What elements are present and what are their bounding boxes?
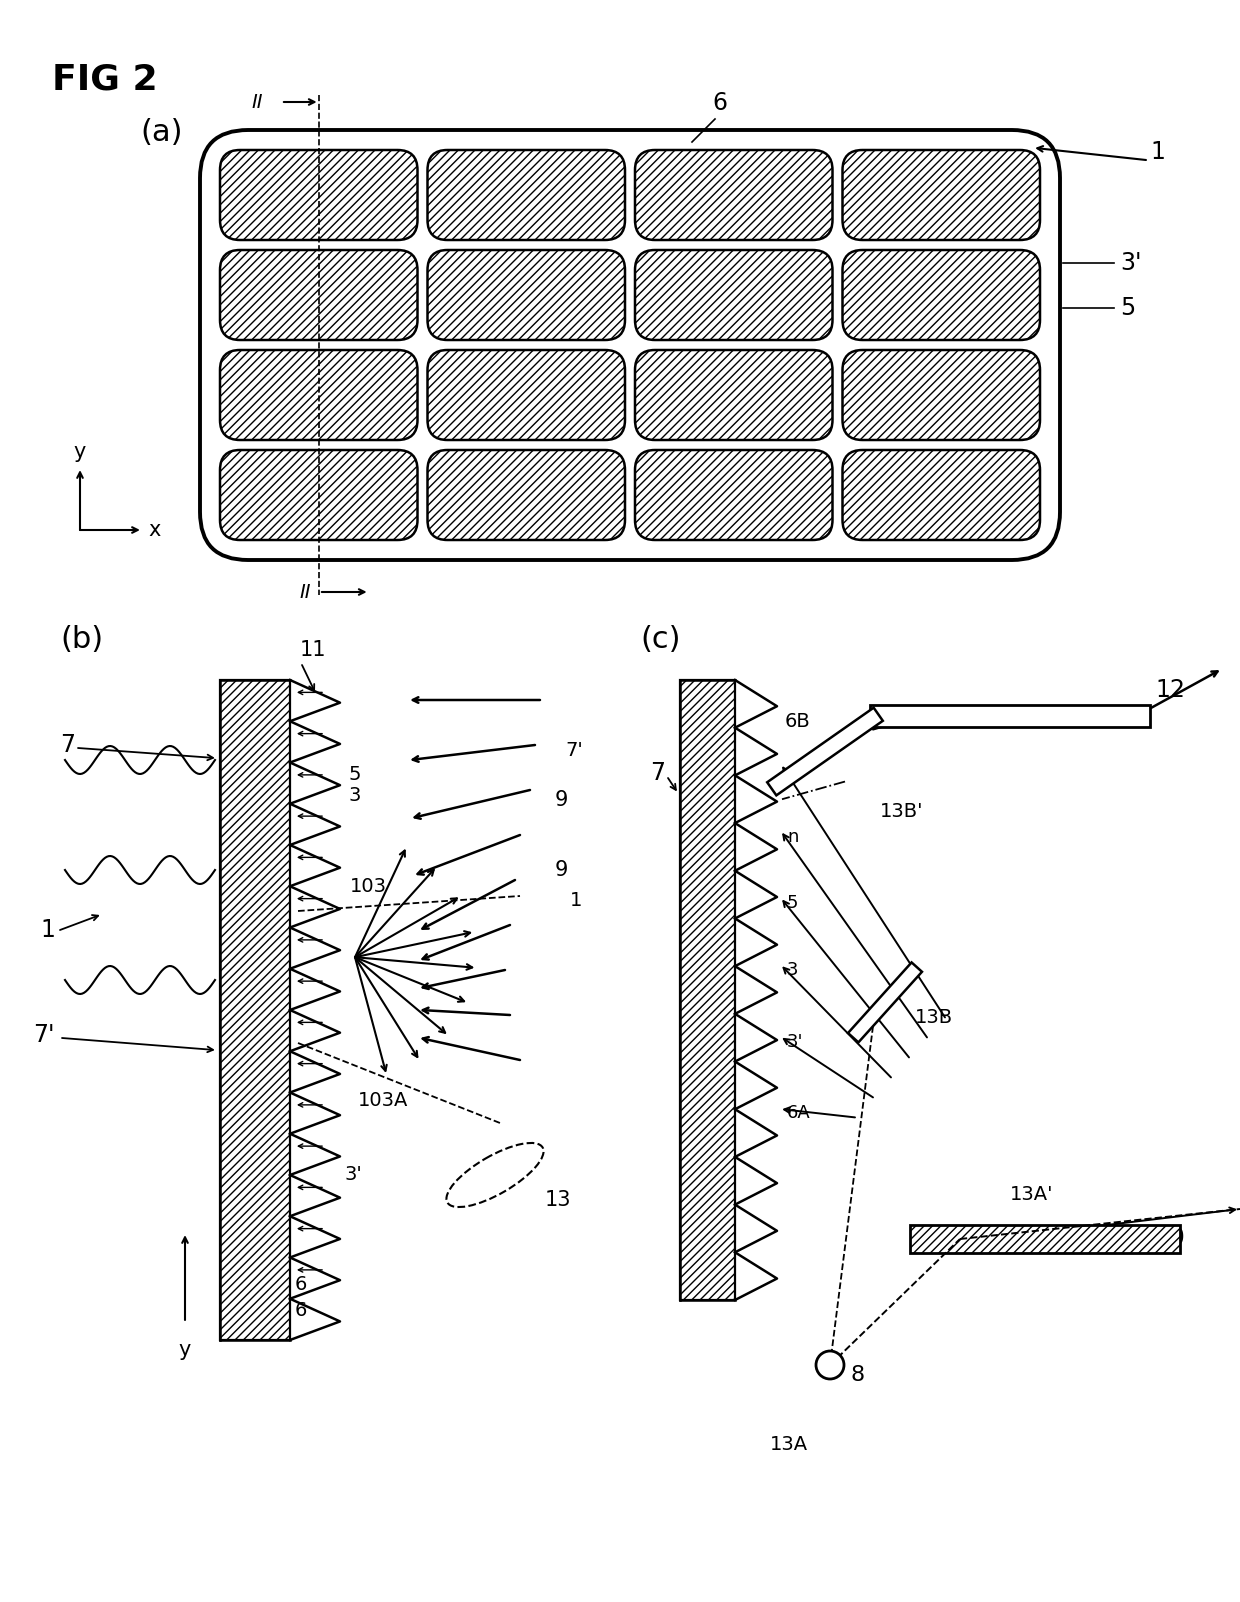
Text: 9: 9 bbox=[556, 860, 568, 879]
Text: 9: 9 bbox=[556, 790, 568, 811]
Polygon shape bbox=[219, 679, 290, 1339]
FancyBboxPatch shape bbox=[842, 450, 1040, 540]
FancyBboxPatch shape bbox=[842, 250, 1040, 340]
Bar bbox=[910, 1226, 1180, 1253]
Polygon shape bbox=[768, 708, 883, 795]
Text: 1: 1 bbox=[40, 918, 55, 942]
Text: 8: 8 bbox=[849, 1365, 864, 1386]
Text: 5: 5 bbox=[787, 894, 799, 913]
Text: 13B: 13B bbox=[915, 1008, 954, 1027]
Text: (c): (c) bbox=[640, 625, 681, 654]
Text: 7: 7 bbox=[60, 734, 74, 758]
Text: y: y bbox=[179, 1339, 191, 1360]
Text: 3: 3 bbox=[787, 961, 799, 979]
FancyBboxPatch shape bbox=[635, 151, 832, 240]
Text: FIG 2: FIG 2 bbox=[52, 62, 157, 96]
Circle shape bbox=[816, 1350, 844, 1379]
Text: 5: 5 bbox=[1120, 296, 1136, 320]
Text: 12: 12 bbox=[1154, 678, 1185, 702]
Bar bbox=[870, 705, 1149, 727]
FancyBboxPatch shape bbox=[219, 250, 418, 340]
Text: 13: 13 bbox=[546, 1190, 572, 1210]
Text: II: II bbox=[250, 93, 263, 112]
Text: 5: 5 bbox=[348, 766, 361, 785]
Text: 6B: 6B bbox=[785, 711, 811, 731]
Text: 103: 103 bbox=[350, 876, 387, 896]
FancyBboxPatch shape bbox=[635, 349, 832, 441]
Text: 10: 10 bbox=[1154, 1226, 1185, 1250]
FancyBboxPatch shape bbox=[842, 349, 1040, 441]
FancyBboxPatch shape bbox=[428, 349, 625, 441]
Text: 3': 3' bbox=[345, 1166, 363, 1184]
Text: 13B': 13B' bbox=[880, 803, 924, 822]
Text: 7: 7 bbox=[650, 761, 665, 785]
Text: 13A: 13A bbox=[770, 1435, 808, 1455]
Text: (a): (a) bbox=[140, 119, 182, 147]
Text: 3': 3' bbox=[1120, 252, 1142, 276]
Text: 103A: 103A bbox=[358, 1091, 408, 1110]
Text: 1: 1 bbox=[570, 891, 583, 910]
Text: 6: 6 bbox=[295, 1275, 308, 1294]
FancyBboxPatch shape bbox=[635, 450, 832, 540]
Text: y: y bbox=[74, 442, 87, 461]
Text: 7': 7' bbox=[565, 740, 583, 759]
Text: 6: 6 bbox=[295, 1301, 308, 1320]
Text: 6A: 6A bbox=[787, 1104, 811, 1123]
Text: 3': 3' bbox=[787, 1033, 804, 1051]
Text: (b): (b) bbox=[60, 625, 103, 654]
Text: 11: 11 bbox=[300, 641, 326, 660]
FancyBboxPatch shape bbox=[219, 349, 418, 441]
Text: x: x bbox=[148, 521, 160, 540]
FancyBboxPatch shape bbox=[428, 450, 625, 540]
FancyBboxPatch shape bbox=[219, 151, 418, 240]
Text: 1: 1 bbox=[1149, 139, 1164, 163]
FancyBboxPatch shape bbox=[842, 151, 1040, 240]
Text: II: II bbox=[299, 583, 311, 601]
Text: 7': 7' bbox=[33, 1024, 55, 1048]
Polygon shape bbox=[680, 679, 735, 1299]
FancyBboxPatch shape bbox=[219, 450, 418, 540]
Text: 3: 3 bbox=[348, 787, 361, 804]
FancyBboxPatch shape bbox=[635, 250, 832, 340]
Text: 6: 6 bbox=[713, 91, 728, 115]
FancyBboxPatch shape bbox=[428, 151, 625, 240]
Polygon shape bbox=[848, 963, 923, 1043]
FancyBboxPatch shape bbox=[428, 250, 625, 340]
Text: n: n bbox=[787, 828, 799, 846]
Text: 13A': 13A' bbox=[1011, 1185, 1054, 1205]
